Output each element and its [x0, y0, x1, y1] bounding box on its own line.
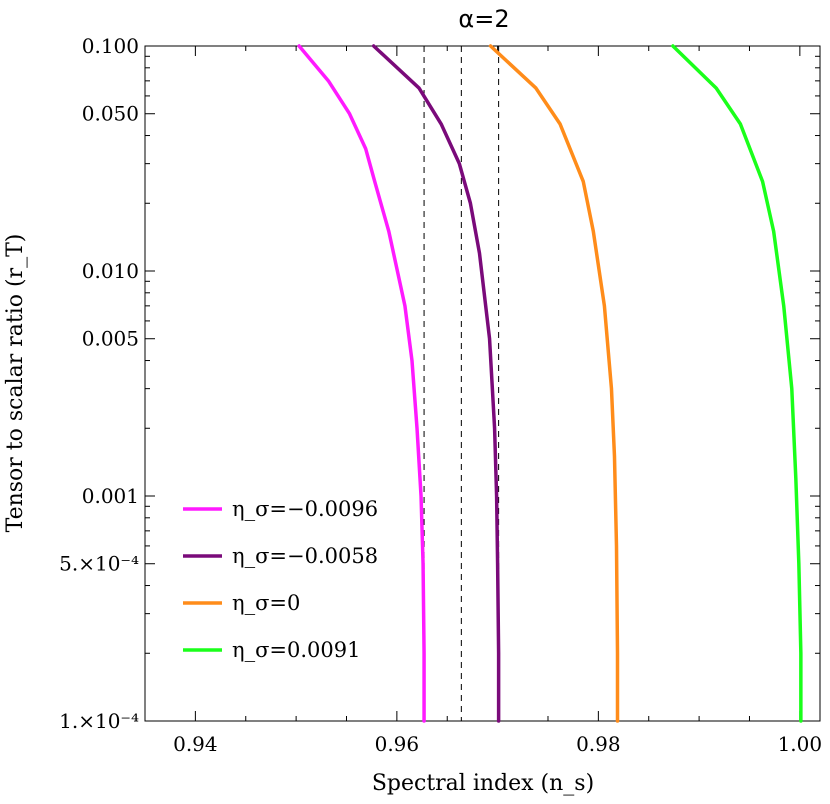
plot-frame	[144, 45, 821, 722]
y-tick-label-0.005: 0.005	[82, 327, 139, 351]
x-tick-label-0.94: 0.94	[173, 732, 218, 756]
y-tick-label-0.010: 0.010	[82, 259, 139, 283]
y-tick-label-5e-4: 5.×10⁻⁴	[59, 552, 139, 576]
legend-label-3: η_σ=0.0091	[232, 638, 361, 662]
series-line-3	[671, 44, 803, 723]
series-line-2	[488, 44, 620, 723]
y-tick-label-0.100: 0.100	[82, 34, 139, 58]
y-axis-title: Tensor to scalar ratio (r_T)	[3, 234, 28, 533]
legend-label-2: η_σ=0	[232, 591, 300, 615]
x-tick-label-0.96: 0.96	[375, 732, 420, 756]
x-axis-title: Spectral index (n_s)	[372, 771, 594, 796]
chart-title: α=2	[458, 5, 509, 33]
x-tick-label-0.98: 0.98	[576, 732, 621, 756]
y-tick-label-1e-4: 1.×10⁻⁴	[59, 709, 139, 733]
y-tick-label-0.001: 0.001	[82, 484, 139, 508]
series-line-0	[297, 44, 426, 723]
x-tick-label-1.00: 1.00	[778, 732, 823, 756]
y-tick-label-0.050: 0.050	[82, 102, 139, 126]
legend-label-1: η_σ=−0.0058	[232, 544, 378, 568]
legend-label-0: η_σ=−0.0096	[232, 497, 378, 521]
series-line-1	[371, 44, 501, 723]
